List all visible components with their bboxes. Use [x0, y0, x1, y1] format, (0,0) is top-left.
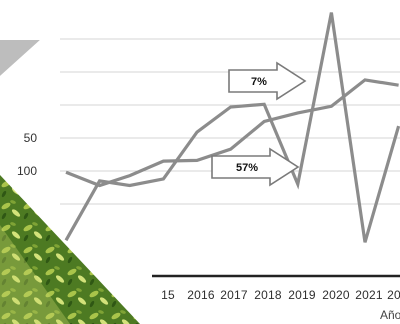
y-tick-label: 100 — [17, 164, 37, 178]
x-axis-title: Año — [380, 308, 400, 322]
series-line-2 — [65, 78, 399, 188]
white-diagonal-stripe — [0, 40, 62, 98]
x-tick-label: 2018 — [254, 288, 282, 302]
series-line-1 — [64, 12, 400, 243]
callout-label: 7% — [251, 76, 267, 88]
annotation-arrows: 7% 57% — [211, 61, 307, 187]
background-decoration — [0, 40, 140, 324]
crop-photo — [0, 175, 140, 324]
x-tick-label: 2017 — [220, 288, 248, 302]
callout-arrow — [211, 147, 300, 187]
x-tick-label: 2020 — [322, 288, 350, 302]
y-axis-ticks: 100 50 — [17, 131, 37, 178]
y-tick-label: 50 — [24, 131, 38, 145]
x-tick-label: 20 — [387, 288, 400, 302]
x-tick-label: 2019 — [288, 288, 316, 302]
gridlines — [60, 38, 400, 205]
callout-label: 57% — [236, 162, 258, 174]
callout-arrow — [228, 61, 307, 101]
x-tick-label: 2016 — [187, 288, 215, 302]
x-axis: 15 2016 2017 2018 2019 2020 2021 20 Año — [152, 274, 400, 322]
x-tick-label: 15 — [161, 288, 175, 302]
series-lines — [64, 12, 400, 243]
crop-photo-highlight — [0, 225, 70, 324]
x-tick-label: 2021 — [355, 288, 383, 302]
